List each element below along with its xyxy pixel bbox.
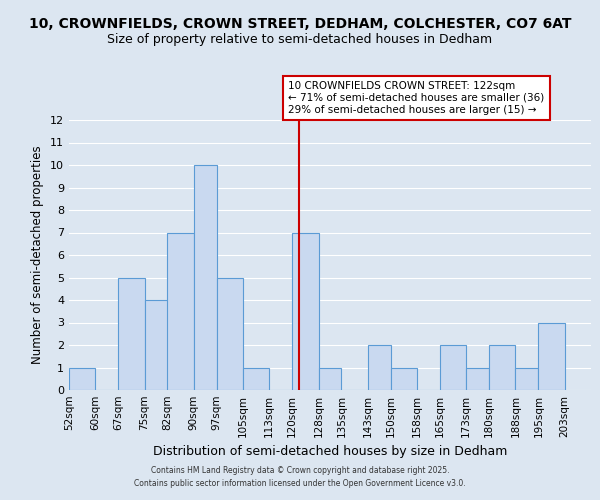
Bar [167, 232, 194, 390]
Bar [194, 165, 217, 390]
Bar [243, 368, 269, 390]
Y-axis label: Number of semi-detached properties: Number of semi-detached properties [31, 146, 44, 364]
Bar [368, 345, 391, 390]
Text: Size of property relative to semi-detached houses in Dedham: Size of property relative to semi-detach… [107, 32, 493, 46]
X-axis label: Distribution of semi-detached houses by size in Dedham: Distribution of semi-detached houses by … [153, 446, 507, 458]
Bar [292, 232, 319, 390]
Bar [515, 368, 538, 390]
Text: Contains HM Land Registry data © Crown copyright and database right 2025.
Contai: Contains HM Land Registry data © Crown c… [134, 466, 466, 487]
Bar [319, 368, 341, 390]
Text: 10, CROWNFIELDS, CROWN STREET, DEDHAM, COLCHESTER, CO7 6AT: 10, CROWNFIELDS, CROWN STREET, DEDHAM, C… [29, 18, 571, 32]
Bar [391, 368, 417, 390]
Bar [118, 278, 145, 390]
Bar [538, 322, 565, 390]
Bar [217, 278, 243, 390]
Text: 10 CROWNFIELDS CROWN STREET: 122sqm
← 71% of semi-detached houses are smaller (3: 10 CROWNFIELDS CROWN STREET: 122sqm ← 71… [288, 82, 544, 114]
Bar [145, 300, 171, 390]
Bar [69, 368, 95, 390]
Bar [440, 345, 466, 390]
Bar [466, 368, 489, 390]
Bar [489, 345, 515, 390]
